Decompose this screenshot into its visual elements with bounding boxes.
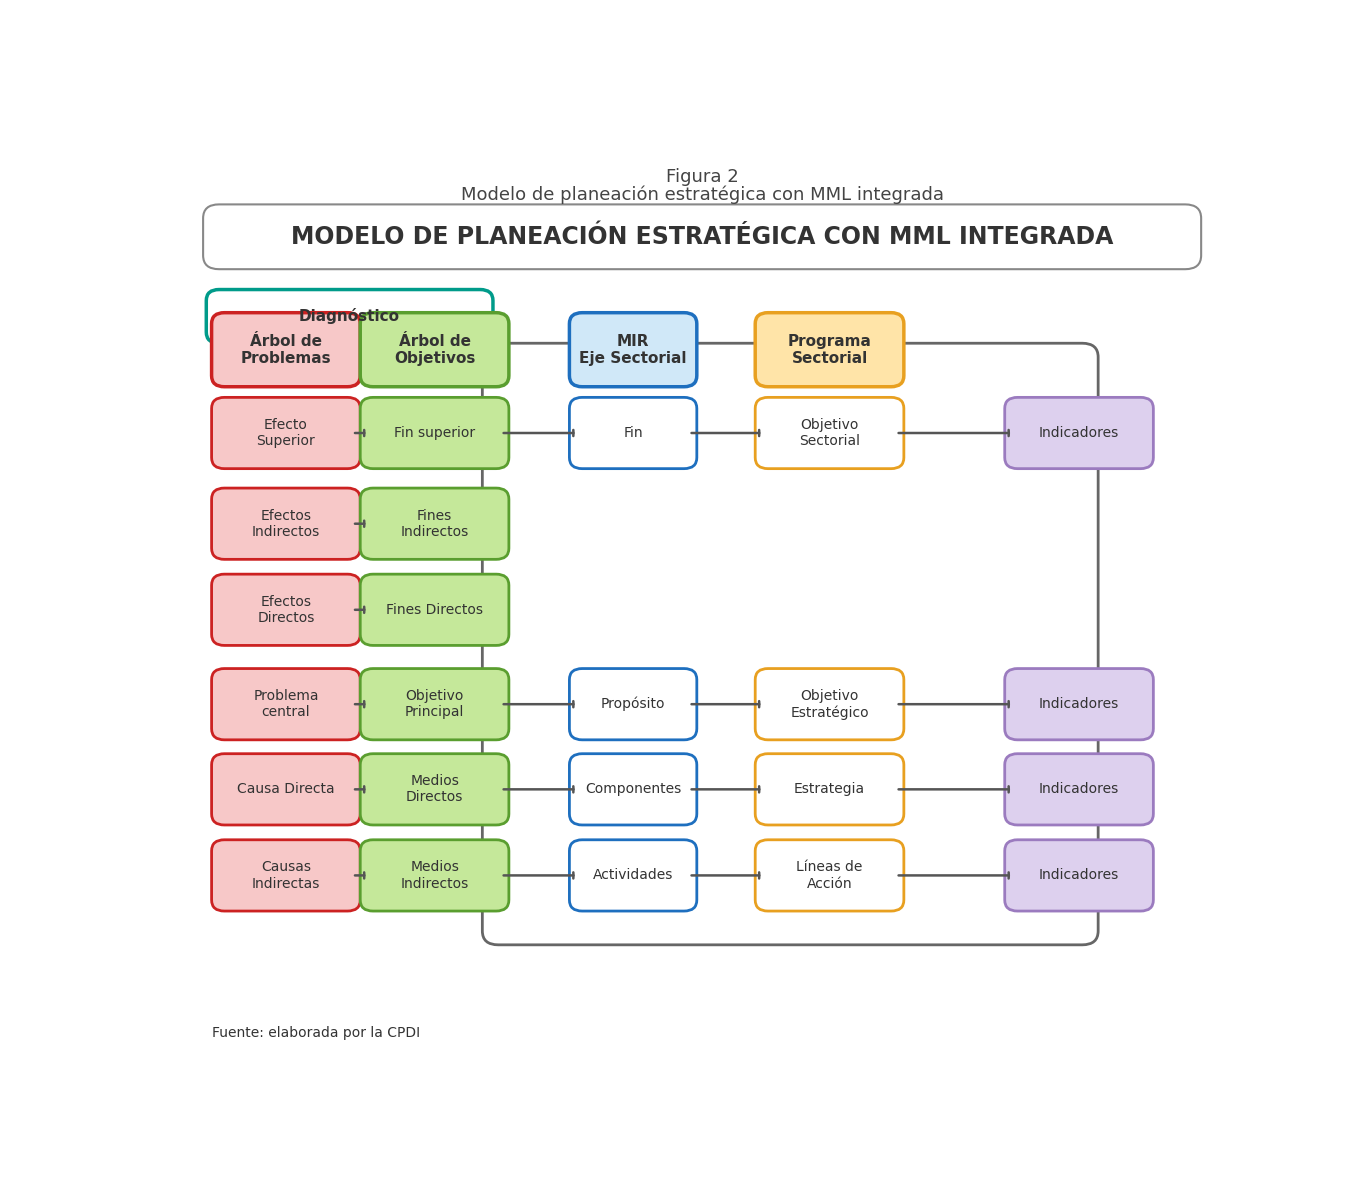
- FancyBboxPatch shape: [360, 840, 508, 911]
- FancyBboxPatch shape: [755, 754, 904, 825]
- FancyBboxPatch shape: [360, 313, 508, 387]
- FancyBboxPatch shape: [211, 313, 360, 387]
- Text: Efecto
Superior: Efecto Superior: [256, 418, 315, 448]
- Text: Fuente: elaborada por la CPDI: Fuente: elaborada por la CPDI: [211, 1025, 419, 1040]
- FancyBboxPatch shape: [1004, 840, 1154, 911]
- Text: Problema
central: Problema central: [253, 689, 319, 719]
- Text: Árbol de
Objetivos: Árbol de Objetivos: [395, 333, 475, 365]
- Text: Indicadores: Indicadores: [1038, 783, 1119, 797]
- FancyBboxPatch shape: [360, 754, 508, 825]
- FancyBboxPatch shape: [570, 668, 697, 739]
- FancyBboxPatch shape: [211, 840, 360, 911]
- FancyBboxPatch shape: [755, 840, 904, 911]
- Text: Actividades: Actividades: [593, 868, 673, 882]
- Text: Estrategia: Estrategia: [795, 783, 864, 797]
- Text: Fin: Fin: [623, 426, 643, 440]
- Text: Fines
Indirectos: Fines Indirectos: [400, 508, 469, 538]
- FancyBboxPatch shape: [755, 398, 904, 469]
- Text: Árbol de
Problemas: Árbol de Problemas: [241, 333, 332, 365]
- FancyBboxPatch shape: [211, 398, 360, 469]
- FancyBboxPatch shape: [203, 204, 1201, 269]
- Text: Diagnóstico: Diagnóstico: [299, 309, 400, 325]
- Text: Figura 2: Figura 2: [666, 167, 738, 185]
- FancyBboxPatch shape: [570, 840, 697, 911]
- FancyBboxPatch shape: [207, 290, 493, 344]
- Text: Indicadores: Indicadores: [1038, 697, 1119, 712]
- FancyBboxPatch shape: [360, 668, 508, 739]
- Text: Líneas de
Acción: Líneas de Acción: [796, 861, 863, 891]
- FancyBboxPatch shape: [755, 313, 904, 387]
- FancyBboxPatch shape: [360, 398, 508, 469]
- Text: Componentes: Componentes: [585, 783, 681, 797]
- Text: Objetivo
Sectorial: Objetivo Sectorial: [799, 418, 860, 448]
- Text: Programa
Sectorial: Programa Sectorial: [788, 333, 871, 365]
- Text: MIR
Eje Sectorial: MIR Eje Sectorial: [580, 333, 686, 365]
- FancyBboxPatch shape: [1004, 668, 1154, 739]
- Text: Causa Directa: Causa Directa: [237, 783, 334, 797]
- FancyBboxPatch shape: [482, 344, 1099, 945]
- FancyBboxPatch shape: [211, 575, 360, 645]
- FancyBboxPatch shape: [211, 754, 360, 825]
- FancyBboxPatch shape: [1004, 398, 1154, 469]
- FancyBboxPatch shape: [1004, 754, 1154, 825]
- FancyBboxPatch shape: [755, 668, 904, 739]
- Text: MODELO DE PLANEACIÓN ESTRATÉGICA CON MML INTEGRADA: MODELO DE PLANEACIÓN ESTRATÉGICA CON MML…: [290, 225, 1114, 249]
- FancyBboxPatch shape: [211, 668, 360, 739]
- Text: Objetivo
Principal: Objetivo Principal: [406, 689, 464, 719]
- FancyBboxPatch shape: [570, 398, 697, 469]
- Text: Indicadores: Indicadores: [1038, 868, 1119, 882]
- Text: Propósito: Propósito: [601, 697, 666, 712]
- FancyBboxPatch shape: [360, 575, 508, 645]
- Text: Efectos
Indirectos: Efectos Indirectos: [252, 508, 321, 538]
- Text: Indicadores: Indicadores: [1038, 426, 1119, 440]
- Text: Modelo de planeación estratégica con MML integrada: Modelo de planeación estratégica con MML…: [460, 186, 944, 204]
- Text: Causas
Indirectas: Causas Indirectas: [252, 861, 321, 891]
- Text: Efectos
Directos: Efectos Directos: [258, 595, 315, 625]
- Text: Medios
Directos: Medios Directos: [406, 774, 463, 804]
- Text: Fin superior: Fin superior: [395, 426, 475, 440]
- Text: Medios
Indirectos: Medios Indirectos: [400, 861, 469, 891]
- Text: Fines Directos: Fines Directos: [386, 602, 484, 617]
- FancyBboxPatch shape: [211, 488, 360, 559]
- FancyBboxPatch shape: [570, 754, 697, 825]
- FancyBboxPatch shape: [570, 313, 697, 387]
- Text: Objetivo
Estratégico: Objetivo Estratégico: [790, 689, 869, 720]
- FancyBboxPatch shape: [360, 488, 508, 559]
